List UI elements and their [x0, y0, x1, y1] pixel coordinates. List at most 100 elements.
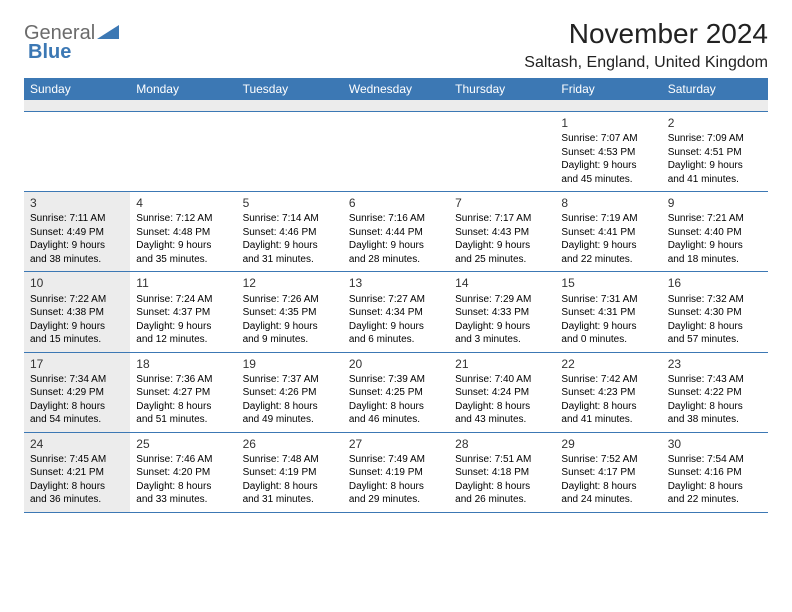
daylight2-text: and 26 minutes.	[455, 493, 549, 507]
sunset-text: Sunset: 4:29 PM	[30, 386, 124, 400]
sunrise-text: Sunrise: 7:21 AM	[668, 212, 762, 226]
daylight1-text: Daylight: 9 hours	[30, 239, 124, 253]
daylight2-text: and 41 minutes.	[561, 413, 655, 427]
sunset-text: Sunset: 4:20 PM	[136, 466, 230, 480]
daylight2-text: and 38 minutes.	[30, 253, 124, 267]
day-number: 28	[455, 436, 549, 452]
day-number: 21	[455, 356, 549, 372]
sunrise-text: Sunrise: 7:40 AM	[455, 373, 549, 387]
day-cell: 9Sunrise: 7:21 AMSunset: 4:40 PMDaylight…	[662, 192, 768, 271]
sunrise-text: Sunrise: 7:48 AM	[243, 453, 337, 467]
daylight1-text: Daylight: 9 hours	[561, 239, 655, 253]
empty-cell	[130, 112, 236, 191]
sunrise-text: Sunrise: 7:14 AM	[243, 212, 337, 226]
sunrise-text: Sunrise: 7:17 AM	[455, 212, 549, 226]
sunset-text: Sunset: 4:53 PM	[561, 146, 655, 160]
day-header-cell: Tuesday	[237, 78, 343, 100]
week-row: 17Sunrise: 7:34 AMSunset: 4:29 PMDayligh…	[24, 353, 768, 433]
daylight1-text: Daylight: 8 hours	[136, 400, 230, 414]
title-block: November 2024 Saltash, England, United K…	[524, 18, 768, 72]
daylight2-text: and 28 minutes.	[349, 253, 443, 267]
week-row: 24Sunrise: 7:45 AMSunset: 4:21 PMDayligh…	[24, 433, 768, 513]
day-cell: 23Sunrise: 7:43 AMSunset: 4:22 PMDayligh…	[662, 353, 768, 432]
daylight2-text: and 29 minutes.	[349, 493, 443, 507]
logo-triangle-icon	[97, 22, 119, 45]
day-number: 26	[243, 436, 337, 452]
day-cell: 26Sunrise: 7:48 AMSunset: 4:19 PMDayligh…	[237, 433, 343, 512]
sunset-text: Sunset: 4:51 PM	[668, 146, 762, 160]
daylight2-text: and 35 minutes.	[136, 253, 230, 267]
sunrise-text: Sunrise: 7:46 AM	[136, 453, 230, 467]
daylight1-text: Daylight: 8 hours	[243, 480, 337, 494]
daylight2-text: and 45 minutes.	[561, 173, 655, 187]
daylight2-text: and 22 minutes.	[668, 493, 762, 507]
daylight1-text: Daylight: 9 hours	[243, 320, 337, 334]
sunset-text: Sunset: 4:35 PM	[243, 306, 337, 320]
day-number: 2	[668, 115, 762, 131]
day-cell: 11Sunrise: 7:24 AMSunset: 4:37 PMDayligh…	[130, 272, 236, 351]
day-cell: 6Sunrise: 7:16 AMSunset: 4:44 PMDaylight…	[343, 192, 449, 271]
weeks-container: 1Sunrise: 7:07 AMSunset: 4:53 PMDaylight…	[24, 112, 768, 513]
sunrise-text: Sunrise: 7:22 AM	[30, 293, 124, 307]
sunset-text: Sunset: 4:24 PM	[455, 386, 549, 400]
sunrise-text: Sunrise: 7:36 AM	[136, 373, 230, 387]
daylight1-text: Daylight: 9 hours	[455, 320, 549, 334]
sunset-text: Sunset: 4:19 PM	[349, 466, 443, 480]
daylight2-text: and 15 minutes.	[30, 333, 124, 347]
daylight1-text: Daylight: 8 hours	[455, 400, 549, 414]
daylight1-text: Daylight: 9 hours	[30, 320, 124, 334]
daylight1-text: Daylight: 8 hours	[668, 480, 762, 494]
day-header-cell: Sunday	[24, 78, 130, 100]
day-number: 14	[455, 275, 549, 291]
sunrise-text: Sunrise: 7:39 AM	[349, 373, 443, 387]
day-number: 22	[561, 356, 655, 372]
daylight2-text: and 57 minutes.	[668, 333, 762, 347]
sunset-text: Sunset: 4:19 PM	[243, 466, 337, 480]
day-cell: 18Sunrise: 7:36 AMSunset: 4:27 PMDayligh…	[130, 353, 236, 432]
sunrise-text: Sunrise: 7:34 AM	[30, 373, 124, 387]
daylight2-text: and 6 minutes.	[349, 333, 443, 347]
sunrise-text: Sunrise: 7:43 AM	[668, 373, 762, 387]
day-cell: 28Sunrise: 7:51 AMSunset: 4:18 PMDayligh…	[449, 433, 555, 512]
daylight1-text: Daylight: 9 hours	[561, 159, 655, 173]
sunset-text: Sunset: 4:38 PM	[30, 306, 124, 320]
day-cell: 15Sunrise: 7:31 AMSunset: 4:31 PMDayligh…	[555, 272, 661, 351]
day-number: 8	[561, 195, 655, 211]
daylight2-text: and 3 minutes.	[455, 333, 549, 347]
day-cell: 29Sunrise: 7:52 AMSunset: 4:17 PMDayligh…	[555, 433, 661, 512]
sunrise-text: Sunrise: 7:51 AM	[455, 453, 549, 467]
sunset-text: Sunset: 4:49 PM	[30, 226, 124, 240]
daylight2-text: and 22 minutes.	[561, 253, 655, 267]
day-cell: 2Sunrise: 7:09 AMSunset: 4:51 PMDaylight…	[662, 112, 768, 191]
daylight2-text: and 9 minutes.	[243, 333, 337, 347]
daylight1-text: Daylight: 9 hours	[136, 320, 230, 334]
day-cell: 4Sunrise: 7:12 AMSunset: 4:48 PMDaylight…	[130, 192, 236, 271]
daylight1-text: Daylight: 9 hours	[349, 320, 443, 334]
daylight1-text: Daylight: 8 hours	[668, 320, 762, 334]
day-header-cell: Saturday	[662, 78, 768, 100]
sunset-text: Sunset: 4:31 PM	[561, 306, 655, 320]
location-text: Saltash, England, United Kingdom	[524, 54, 768, 72]
empty-cell	[237, 112, 343, 191]
day-number: 12	[243, 275, 337, 291]
sunrise-text: Sunrise: 7:45 AM	[30, 453, 124, 467]
daylight1-text: Daylight: 9 hours	[668, 239, 762, 253]
day-number: 24	[30, 436, 124, 452]
sunset-text: Sunset: 4:48 PM	[136, 226, 230, 240]
sunset-text: Sunset: 4:27 PM	[136, 386, 230, 400]
day-number: 29	[561, 436, 655, 452]
day-number: 3	[30, 195, 124, 211]
sunset-text: Sunset: 4:44 PM	[349, 226, 443, 240]
day-number: 18	[136, 356, 230, 372]
sunset-text: Sunset: 4:16 PM	[668, 466, 762, 480]
sunrise-text: Sunrise: 7:11 AM	[30, 212, 124, 226]
daylight1-text: Daylight: 8 hours	[455, 480, 549, 494]
day-header-cell: Wednesday	[343, 78, 449, 100]
sunrise-text: Sunrise: 7:29 AM	[455, 293, 549, 307]
day-header-cell: Friday	[555, 78, 661, 100]
sunrise-text: Sunrise: 7:12 AM	[136, 212, 230, 226]
daylight2-text: and 54 minutes.	[30, 413, 124, 427]
day-number: 7	[455, 195, 549, 211]
daylight1-text: Daylight: 8 hours	[349, 400, 443, 414]
logo: General Blue	[24, 22, 119, 64]
